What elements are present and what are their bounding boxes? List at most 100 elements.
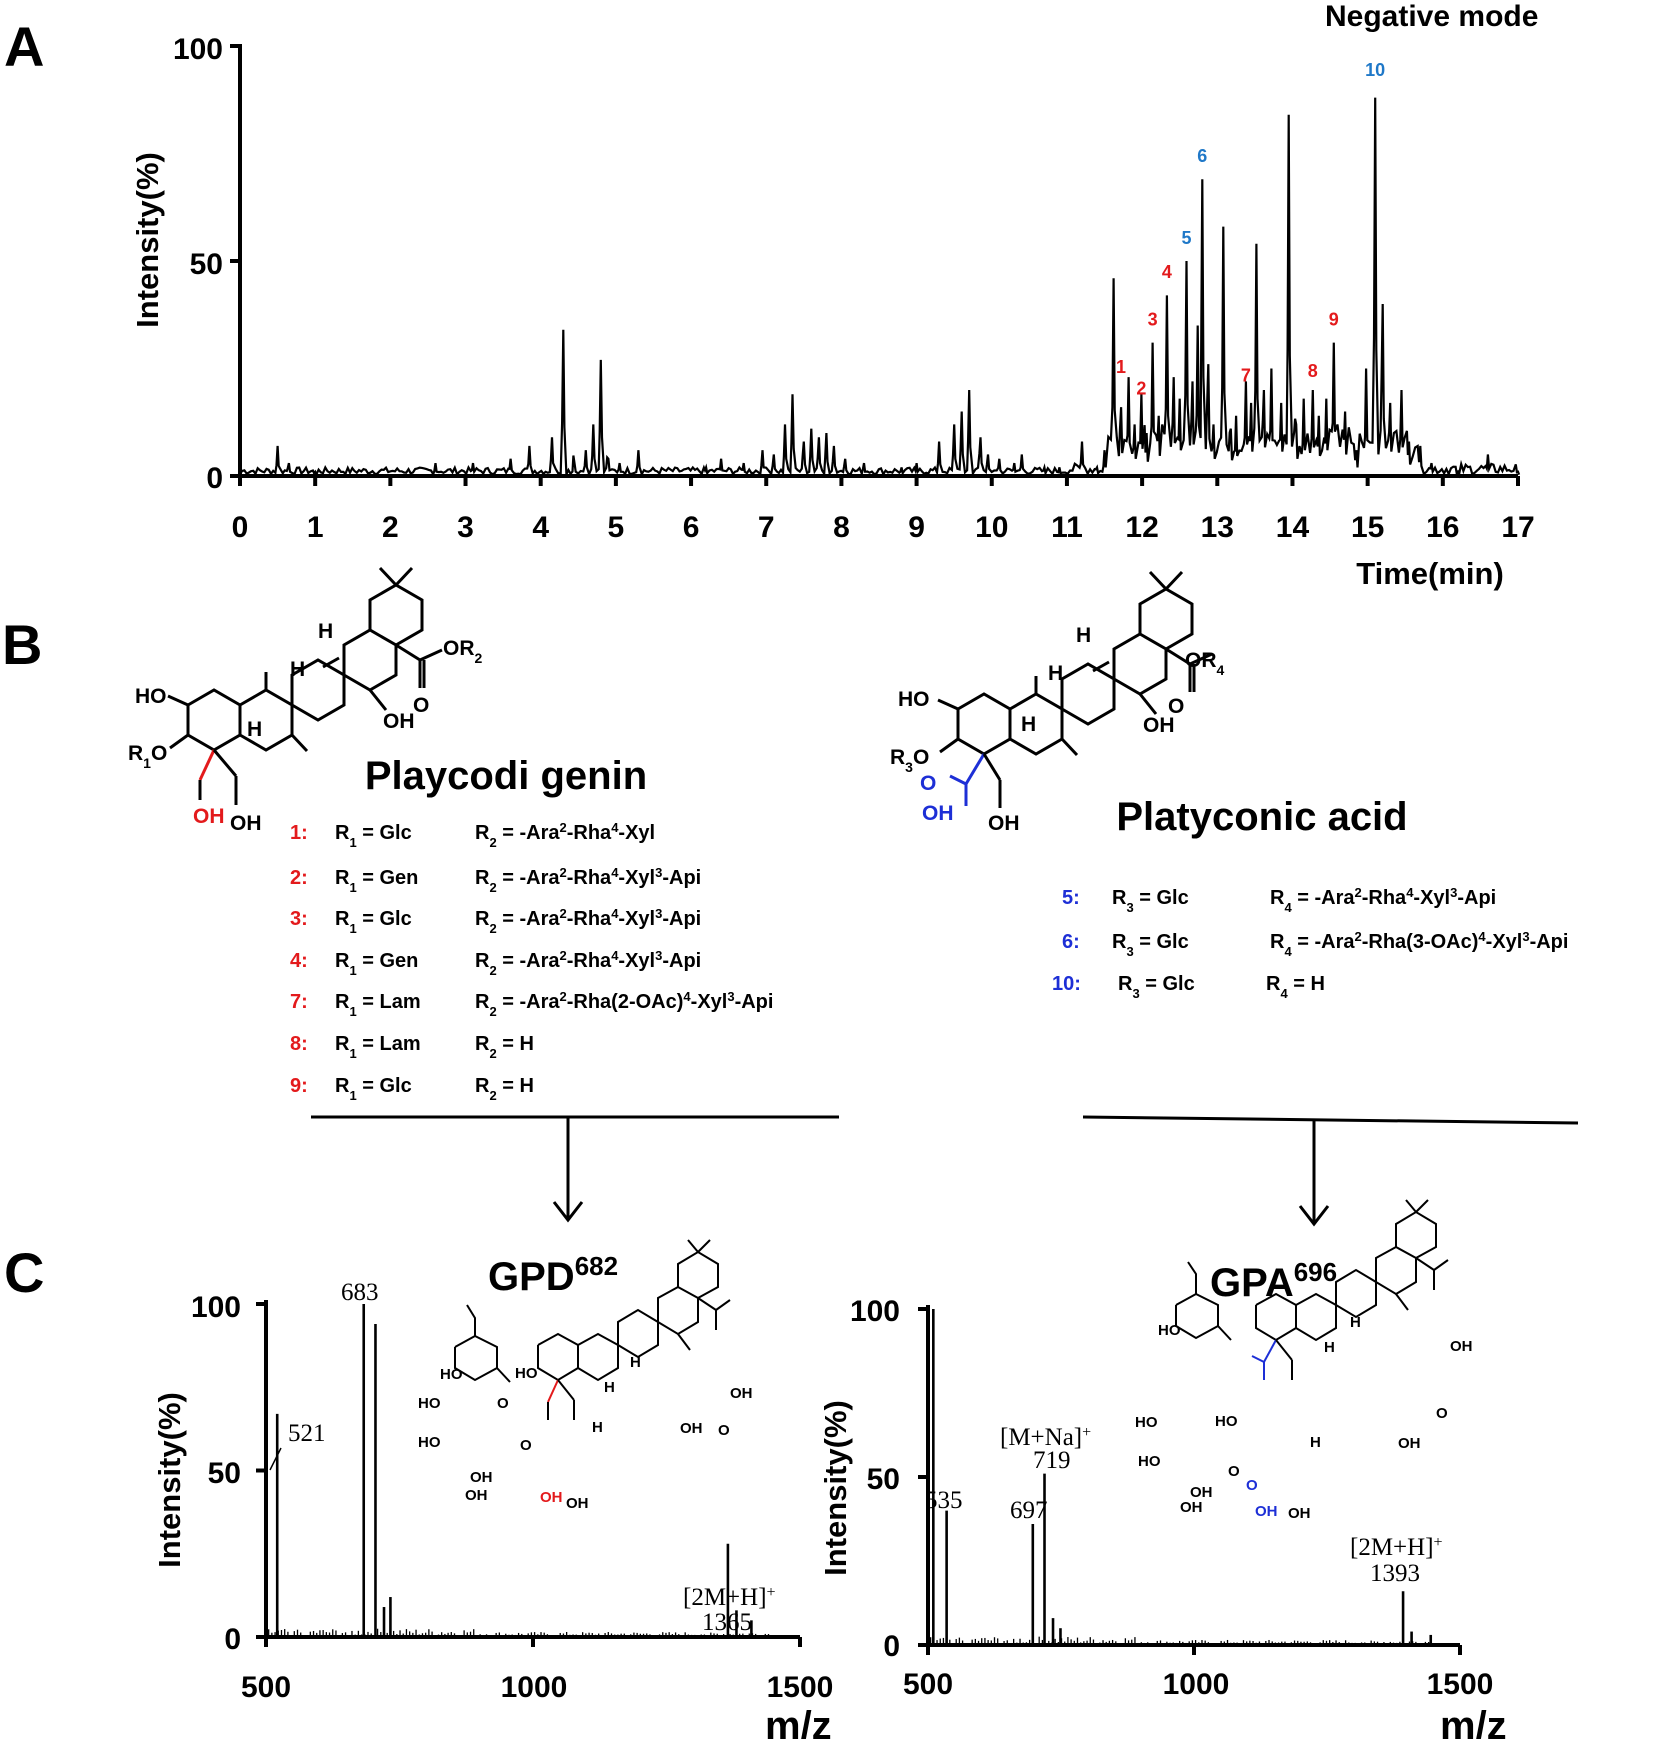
r-run: -Rha (567, 950, 612, 972)
x-tick-label: 11 (1051, 511, 1083, 544)
gpa-atom-o3: O (1436, 1405, 1448, 1422)
gpa-atom-oh3: OH (1398, 1435, 1421, 1452)
r-label: R (475, 950, 490, 972)
x-tick-label: 2 (382, 511, 399, 544)
gpd-atom-ho2: HO (418, 1395, 441, 1412)
r-label: R (335, 908, 350, 930)
r-run: 4 (1406, 885, 1414, 900)
gpa-x-tick-labels: 500 1000 1500 (903, 1668, 1493, 1701)
chromatogram-mode-label: Negative mode (1325, 0, 1538, 33)
gpd-label-521: 521 (288, 1420, 326, 1447)
playcodi-genin-atom-labels: HO R1O H H H OH OR2 O OH OH (128, 620, 483, 835)
peak-label: 1 (1116, 357, 1126, 377)
r-eq: = (1288, 973, 1311, 995)
atom-ester-sub: 4 (1217, 662, 1225, 678)
r-label: R (1270, 887, 1285, 909)
r-run: -Rha( (1362, 931, 1413, 953)
atom-ho: HO (135, 685, 167, 708)
gpd-atom-oh-red: OH (540, 1489, 563, 1506)
atom-h-1: H (318, 620, 333, 643)
gpa-label-na-main: [M+Na] (1000, 1424, 1082, 1451)
r-run: -Ara (519, 991, 560, 1013)
gpd-label-521-leader (269, 1447, 282, 1471)
peak-label: 4 (1162, 262, 1172, 282)
x-tick-label: 0 (232, 511, 249, 544)
r-sub: 1 (349, 1004, 356, 1019)
atom-oh-2: OH (230, 812, 262, 835)
platyconic-acid-atom-labels: HO R3O H H H OH OR4 O O OH OH (890, 624, 1225, 835)
x-tick-label: 6 (683, 511, 700, 544)
gpa-label-adduct: [2M+H]+ (1350, 1534, 1443, 1562)
r-eq: = (1292, 931, 1315, 953)
atom-ester: OR2 (443, 637, 483, 666)
r-run: -OAc) (629, 991, 683, 1013)
r-run: -Ara (519, 822, 560, 844)
gpd-label-adduct-sup: + (767, 1584, 776, 1601)
r-sub: 4 (1284, 944, 1292, 959)
gpa-x-axis-label: m/z (1440, 1704, 1507, 1739)
chromatogram-y-tick-labels: 0 50 100 (173, 33, 223, 495)
gpd-atom-oh4: OH (465, 1487, 488, 1504)
r-run: -Ara (519, 908, 560, 930)
r-eq: = (497, 991, 520, 1013)
r-sub: 3 (1126, 944, 1133, 959)
atom-r3o: R3O (890, 746, 929, 775)
r-value: = Glc (1134, 887, 1189, 909)
peak-label: 5 (1181, 228, 1191, 248)
r-run: -Xyl (618, 822, 655, 844)
atom-r3o-r: R (890, 746, 905, 769)
atom-oh-c28: OH (1143, 714, 1175, 737)
r-label: R (475, 867, 490, 889)
gpa-atom-h1: H (1350, 1314, 1361, 1331)
gpd-atom-o1: O (497, 1395, 509, 1412)
gpd-x-axis-label: m/z (765, 1704, 832, 1739)
r1-value: R1 = Gen (335, 950, 418, 978)
peak-label: 10 (1365, 60, 1385, 80)
r-run: 4 (611, 865, 619, 880)
r-run: -Rha (567, 908, 612, 930)
r-run: -Rha (567, 867, 612, 889)
r-sub: 1 (349, 1046, 356, 1061)
r1-value: R1 = Glc (335, 1075, 412, 1103)
x-tick-label: 17 (1501, 511, 1534, 544)
r-sub: 2 (489, 963, 496, 978)
gpd-molecule (454, 1239, 731, 1420)
playcodi-genin-name: Playcodi genin (365, 754, 647, 798)
compound-number: 2: (290, 867, 308, 889)
r-run: -Ara (519, 867, 560, 889)
r-run: 4 (683, 989, 691, 1004)
gpa-label-719: 719 (1033, 1447, 1071, 1474)
atom-r3o-sub: 3 (905, 759, 913, 775)
gpa-x-tick-1000: 1000 (1163, 1668, 1230, 1701)
atom-ho: HO (898, 688, 930, 711)
gpd-atom-ho1: HO (440, 1366, 463, 1383)
r-run: -Xyl (691, 991, 728, 1013)
peak-label: 7 (1241, 365, 1251, 385)
atom-h-1: H (1076, 624, 1091, 647)
r-label: R (1270, 931, 1285, 953)
gpa-label-na: [M+Na]+ (1000, 1424, 1091, 1452)
r-value: = Lam (357, 1033, 421, 1055)
gpa-title: GPA696 (1210, 1257, 1337, 1305)
y-tick-label-100: 100 (173, 33, 223, 66)
r-label: R (335, 1033, 350, 1055)
r1-value: R1 = Glc (335, 822, 412, 850)
r-run: 3 (1450, 885, 1457, 900)
r-label: R (1112, 887, 1127, 909)
r-label: R (335, 867, 350, 889)
gpd-label-adduct: [2M+H]+ (683, 1584, 776, 1612)
gpd-atom-ho3: HO (418, 1434, 441, 1451)
r-sub: 1 (349, 1088, 356, 1103)
gpa-atom-ho4: HO (1215, 1413, 1238, 1430)
gpd-x-tick-1000: 1000 (501, 1671, 568, 1704)
chromatogram-plot: 0 50 100 0 1 2 3 4 5 6 7 8 9 10 11 12 13 14 15 16 17 Inte… (130, 33, 1535, 591)
r-eq: = (497, 867, 520, 889)
atom-ester: OR4 (1185, 649, 1225, 678)
r-value: = Lam (357, 991, 421, 1013)
r-run: -Ara (1314, 931, 1355, 953)
r-value: = Glc (357, 822, 412, 844)
r-run: 3 (1413, 931, 1424, 953)
r-eq: = (497, 1075, 520, 1097)
r-label: R (335, 991, 350, 1013)
compound-number: 4: (290, 950, 308, 972)
